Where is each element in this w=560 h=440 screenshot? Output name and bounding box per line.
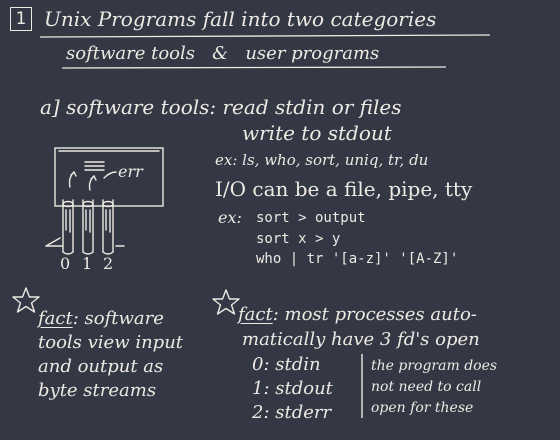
title-underline (40, 35, 490, 37)
subtitle-underline (62, 67, 446, 68)
